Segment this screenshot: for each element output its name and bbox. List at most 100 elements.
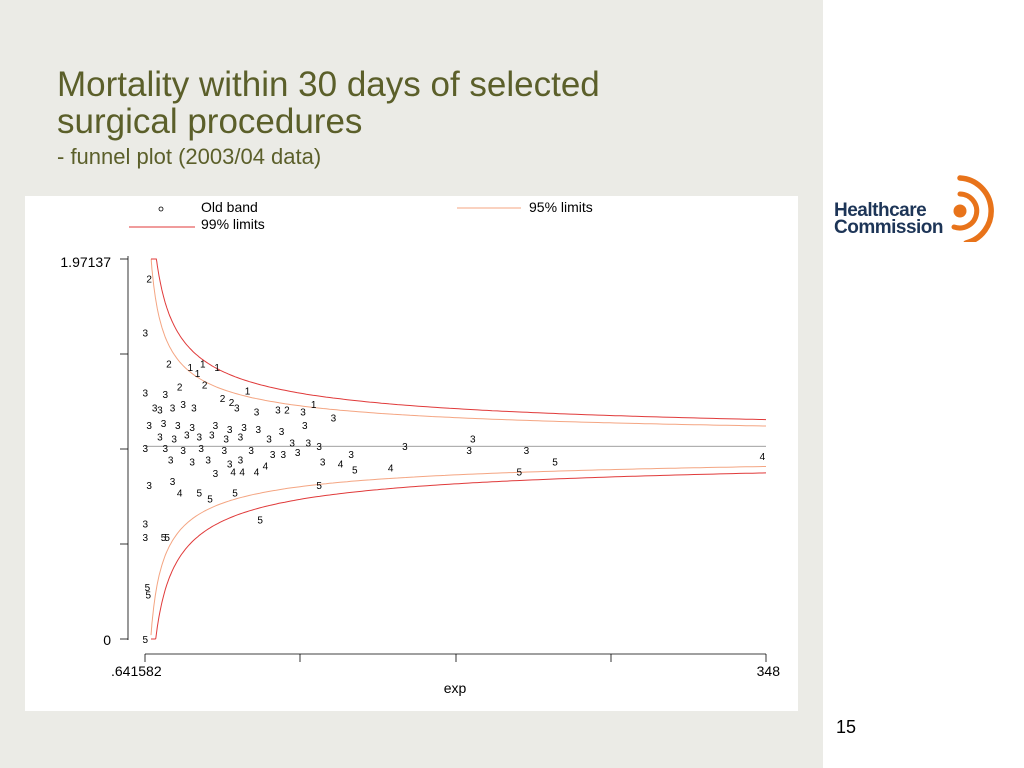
data-point: 3 (209, 431, 215, 442)
lower-99-limit (151, 472, 767, 640)
data-point: 3 (227, 460, 233, 471)
data-point: 3 (331, 413, 337, 424)
data-point: 4 (254, 467, 260, 478)
page-number: 15 (836, 717, 857, 737)
data-point: 3 (157, 433, 163, 444)
data-point: 5 (316, 481, 322, 492)
logo-text-line-2: Commission (834, 217, 944, 238)
data-point: 3 (302, 421, 308, 432)
data-point: 3 (205, 456, 211, 467)
data-point: 3 (146, 481, 152, 492)
data-point: 1 (214, 363, 220, 374)
upper-95-limit (150, 258, 767, 427)
right-panel (823, 0, 1024, 768)
data-point: 3 (222, 446, 228, 457)
data-point: 5 (517, 467, 523, 478)
data-point: 3 (470, 435, 476, 446)
data-point: 3 (300, 408, 306, 419)
data-point: 5 (207, 494, 213, 505)
x-tick-label-min: .641582 (111, 663, 162, 679)
data-point: 3 (275, 406, 281, 417)
data-point: 5 (143, 635, 149, 646)
data-point: 2 (177, 383, 183, 394)
data-point: 3 (191, 404, 197, 415)
data-point: 3 (320, 458, 326, 469)
data-point: 3 (198, 444, 204, 455)
data-point: 4 (177, 489, 183, 500)
x-tick-label-max: 348 (757, 663, 781, 679)
data-point: 4 (388, 463, 394, 474)
data-point: 3 (223, 435, 229, 446)
data-point: 3 (184, 431, 190, 442)
data-point: 5 (146, 591, 152, 602)
legend-old-band-marker (158, 206, 164, 212)
data-point: 3 (157, 406, 163, 417)
logo-signal-icon (951, 175, 994, 242)
data-point: 3 (213, 421, 219, 432)
data-point: 3 (524, 446, 530, 457)
data-point: 3 (266, 435, 272, 446)
data-point: 3 (143, 533, 149, 544)
y-ticks (120, 258, 128, 640)
slide-title: Mortality within 30 days of selected sur… (57, 66, 797, 172)
data-point: 3 (295, 448, 301, 459)
data-point: 3 (170, 477, 176, 488)
data-point: 3 (348, 450, 354, 461)
data-point: 3 (238, 456, 244, 467)
data-point: 3 (180, 446, 186, 457)
data-point: 3 (175, 421, 181, 432)
title-line-2: surgical procedures (57, 102, 363, 141)
data-point: 3 (143, 444, 149, 455)
legend-old-band-label: Old band (201, 199, 258, 215)
data-point: 3 (402, 442, 408, 453)
data-point: 1 (200, 359, 206, 370)
data-point: 3 (161, 419, 167, 430)
data-point: 3 (316, 442, 322, 453)
data-point: 3 (143, 519, 149, 530)
data-point: 3 (143, 388, 149, 399)
data-point: 3 (306, 438, 312, 449)
data-point: 1 (311, 400, 317, 411)
title-line-1: Mortality within 30 days of selected (57, 65, 600, 104)
slide-subtitle: - funnel plot (2003/04 data) (57, 144, 322, 169)
data-point: 2 (229, 398, 235, 409)
legend-95-label: 95% limits (529, 199, 593, 215)
funnel-plot: Old band 95% limits 99% limits 1.97137 0… (25, 196, 798, 711)
healthcare-commission-logo: Healthcare Commission (834, 172, 1004, 242)
data-point: 5 (232, 489, 238, 500)
x-ticks (144, 654, 767, 662)
data-point: 3 (234, 404, 240, 415)
data-point: 5 (552, 458, 558, 469)
data-point: 3 (197, 433, 203, 444)
upper-99-limit (151, 258, 767, 421)
data-point: 5 (161, 533, 167, 544)
data-point: 3 (254, 408, 260, 419)
data-point: 3 (241, 423, 247, 434)
data-point: 2 (202, 381, 208, 392)
legend-99-label: 99% limits (201, 216, 265, 232)
data-point: 3 (163, 444, 169, 455)
x-axis-label: exp (444, 680, 467, 696)
data-point: 3 (248, 446, 254, 457)
data-point: 3 (163, 390, 169, 401)
y-tick-label-max: 1.97137 (60, 254, 111, 270)
data-point: 3 (466, 446, 472, 457)
data-point: 5 (257, 516, 263, 527)
data-point: 3 (213, 469, 219, 480)
data-point: 4 (263, 462, 269, 473)
data-point: 3 (143, 329, 149, 340)
data-point: 2 (220, 394, 226, 405)
data-point: 1 (245, 386, 251, 397)
control-limits (150, 258, 767, 640)
data-point: 2 (146, 275, 152, 286)
logo-text-line-1: Healthcare (834, 200, 927, 221)
data-point: 3 (170, 404, 176, 415)
y-tick-label-min: 0 (103, 632, 111, 648)
data-point: 3 (289, 438, 295, 449)
data-point: 3 (279, 427, 285, 438)
chart-svg: Old band 95% limits 99% limits 1.97137 0… (60, 199, 781, 696)
data-point: 3 (281, 450, 287, 461)
data-point: 1 (195, 369, 201, 380)
data-point: 3 (270, 450, 276, 461)
